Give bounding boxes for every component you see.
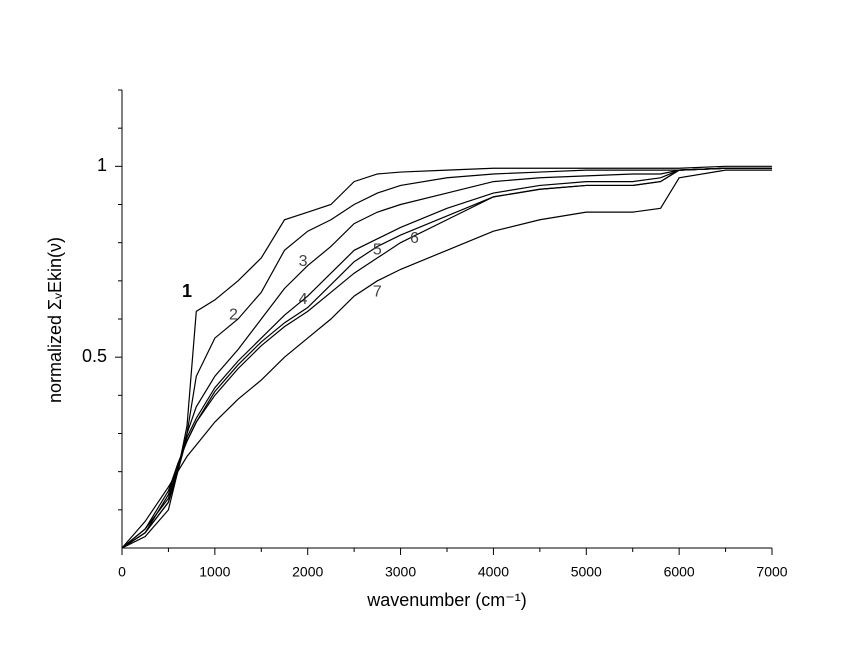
x-tick-label: 1000 <box>199 564 230 580</box>
series-line <box>121 167 772 549</box>
x-tick-label: 2000 <box>292 564 323 580</box>
y-tick-label: 1 <box>97 155 107 175</box>
series-line <box>121 167 772 549</box>
x-axis-label: wavenumber (cm⁻¹) <box>366 590 527 610</box>
series-line <box>121 165 772 549</box>
y-tick-label: 0.5 <box>82 346 107 366</box>
series-label: 3 <box>299 253 308 270</box>
series-line <box>121 167 772 549</box>
series-label: 7 <box>373 284 382 301</box>
y-axis-label: normalized ΣᵥEkin(ν) <box>45 237 65 403</box>
x-tick-label: 3000 <box>385 564 416 580</box>
series-label: 5 <box>373 242 382 259</box>
series-line <box>121 167 772 549</box>
series-line <box>121 167 772 549</box>
x-tick-label: 4000 <box>478 564 509 580</box>
x-tick-label: 7000 <box>756 564 787 580</box>
series-label: 2 <box>229 306 238 323</box>
x-tick-label: 5000 <box>571 564 602 580</box>
x-tick-label: 6000 <box>664 564 695 580</box>
x-tick-label: 0 <box>118 564 126 580</box>
series-line <box>121 169 772 549</box>
series-label: 6 <box>410 230 419 247</box>
series-label: 1 <box>182 281 192 301</box>
